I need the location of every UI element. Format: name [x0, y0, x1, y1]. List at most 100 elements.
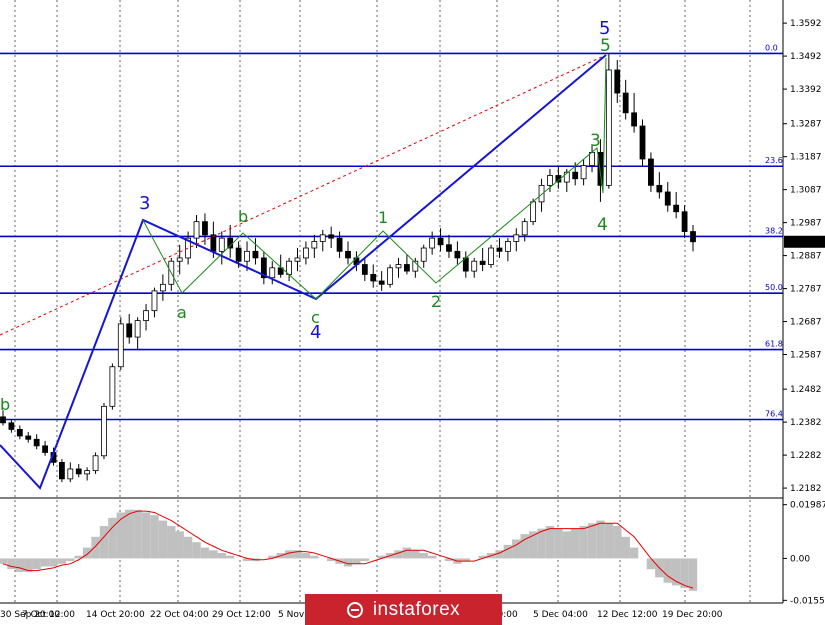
- time-tick-label: 14 Oct 20:00: [86, 610, 145, 620]
- candle-body: [67, 468, 74, 480]
- candle-body: [479, 260, 486, 265]
- candle-body: [605, 69, 612, 186]
- price-tick-label: 1.2587: [790, 351, 822, 361]
- candle-body: [75, 468, 82, 475]
- indicator-bar: [596, 520, 605, 559]
- time-tick-label: 19 Dec 20:00: [662, 610, 723, 620]
- candle-body: [513, 234, 520, 242]
- candle-body: [117, 323, 124, 368]
- candle-body: [126, 323, 133, 338]
- indicator-bar: [579, 525, 588, 559]
- indicator-bar: [444, 558, 454, 562]
- price-tick-label: 1.2887: [790, 252, 822, 262]
- oscillator-panel: [0, 509, 698, 591]
- indicator-bar: [360, 558, 370, 562]
- time-tick-label: 29 Oct 12:00: [212, 610, 271, 620]
- indicator-bar: [284, 550, 294, 559]
- candle-body: [387, 267, 393, 285]
- minor-wave-line: [142, 57, 607, 300]
- fib-level-label: 23.6: [765, 156, 783, 165]
- price-tick-label: 1.3287: [790, 120, 822, 130]
- fib-level-label: 0.0: [765, 43, 778, 52]
- indicator-tick-label: 0.00: [790, 554, 810, 564]
- indicator-bar: [377, 555, 386, 559]
- price-tick-label: 1.2987: [790, 219, 822, 229]
- candle-body: [345, 250, 351, 259]
- fib-level-label: 61.8: [765, 340, 783, 349]
- candle-body: [109, 366, 116, 407]
- candle-body: [547, 175, 553, 186]
- price-tick-label: 1.3492: [790, 52, 822, 62]
- indicator-bar: [99, 525, 109, 559]
- wave-label-minor: b: [0, 395, 10, 414]
- indicator-bar: [66, 558, 75, 562]
- candle-body: [530, 201, 537, 223]
- candle-body: [176, 257, 183, 262]
- candle-body: [639, 125, 646, 160]
- indicator-bar: [512, 539, 521, 559]
- brand-logo: instaforex: [305, 594, 502, 625]
- indicator-bar: [554, 528, 563, 559]
- indicator-bar: [82, 547, 92, 559]
- candle-body: [277, 267, 284, 275]
- candle-body: [572, 171, 579, 180]
- indicator-bar: [545, 525, 555, 559]
- candle-body: [656, 184, 663, 193]
- indicator-bar: [671, 558, 681, 586]
- candle-body: [319, 234, 326, 242]
- indicator-bar: [183, 536, 193, 559]
- candle-body: [202, 221, 208, 236]
- candle-body: [420, 247, 427, 262]
- indicator-bar: [343, 558, 353, 567]
- candle-body: [648, 158, 654, 186]
- indicator-bar: [402, 547, 412, 559]
- indicator-bar: [225, 555, 235, 559]
- candle-body: [589, 151, 595, 166]
- indicator-bar: [688, 558, 698, 591]
- indicator-bar: [629, 547, 639, 559]
- candle-body: [294, 257, 301, 262]
- candle-body: [159, 283, 166, 292]
- candle-body: [92, 455, 99, 472]
- candle-body: [664, 191, 671, 206]
- indicator-tick-label: -0.01551: [790, 596, 825, 606]
- indicator-bar: [7, 558, 16, 570]
- indicator-bar: [158, 520, 168, 559]
- wave-label-minor: 1: [378, 208, 388, 227]
- candle-body: [101, 405, 107, 457]
- indicator-bar: [503, 544, 513, 559]
- indicator-bar: [150, 515, 159, 559]
- candle-body: [437, 237, 444, 246]
- candle-body: [33, 438, 40, 447]
- indicator-bar: [604, 523, 614, 559]
- indicator-bar: [217, 553, 226, 559]
- indicator-tick-label: 0.01987: [790, 501, 825, 511]
- price-tick-label: 1.2382: [790, 418, 822, 428]
- indicator-bar: [209, 550, 218, 559]
- candle-body: [151, 290, 158, 312]
- candle-body: [496, 247, 503, 252]
- indicator-bar: [141, 512, 151, 559]
- price-tick-label: 1.2482: [790, 385, 822, 395]
- candle-body: [328, 234, 335, 239]
- candle-body: [631, 112, 637, 127]
- candle-body: [622, 92, 629, 114]
- candle-body: [42, 445, 48, 453]
- price-tick-label: 1.2282: [790, 451, 822, 461]
- candle-body: [235, 247, 242, 262]
- brand-name: instaforex: [372, 598, 461, 620]
- candle-body: [446, 244, 452, 252]
- candle-body: [404, 264, 410, 272]
- indicator-bar: [91, 536, 100, 559]
- indicator-bar: [301, 553, 311, 559]
- candle-body: [597, 151, 604, 186]
- wave-label-major: 5: [599, 18, 610, 39]
- candle-body: [227, 237, 234, 249]
- candle-body: [681, 211, 688, 232]
- candle-body: [311, 241, 318, 249]
- wave-label-minor: 4: [597, 215, 608, 235]
- candle-body: [143, 310, 149, 321]
- indicator-bar: [411, 550, 420, 559]
- indicator-bar: [268, 555, 277, 559]
